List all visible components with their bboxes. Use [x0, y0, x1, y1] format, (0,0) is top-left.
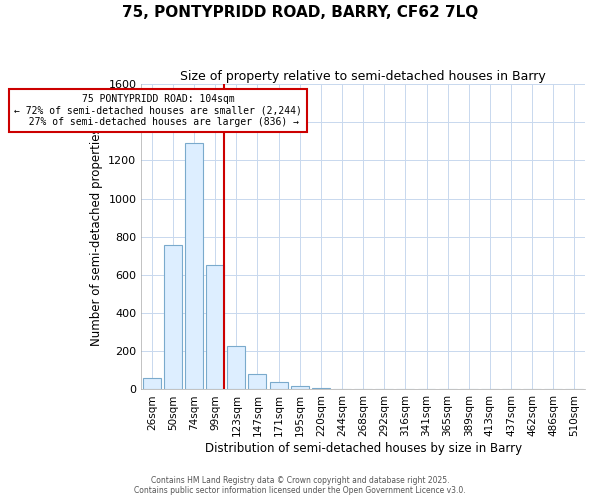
Text: Contains HM Land Registry data © Crown copyright and database right 2025.
Contai: Contains HM Land Registry data © Crown c… — [134, 476, 466, 495]
Text: 75 PONTYPRIDD ROAD: 104sqm
← 72% of semi-detached houses are smaller (2,244)
  2: 75 PONTYPRIDD ROAD: 104sqm ← 72% of semi… — [14, 94, 302, 127]
Bar — [312, 388, 330, 390]
Bar — [248, 374, 266, 390]
Bar — [143, 378, 161, 390]
Bar — [291, 386, 308, 390]
X-axis label: Distribution of semi-detached houses by size in Barry: Distribution of semi-detached houses by … — [205, 442, 521, 455]
Text: 75, PONTYPRIDD ROAD, BARRY, CF62 7LQ: 75, PONTYPRIDD ROAD, BARRY, CF62 7LQ — [122, 5, 478, 20]
Bar — [206, 266, 224, 390]
Bar — [269, 382, 287, 390]
Y-axis label: Number of semi-detached properties: Number of semi-detached properties — [89, 128, 103, 346]
Bar — [164, 246, 182, 390]
Title: Size of property relative to semi-detached houses in Barry: Size of property relative to semi-detach… — [180, 70, 546, 83]
Bar — [227, 346, 245, 390]
Bar — [185, 144, 203, 390]
